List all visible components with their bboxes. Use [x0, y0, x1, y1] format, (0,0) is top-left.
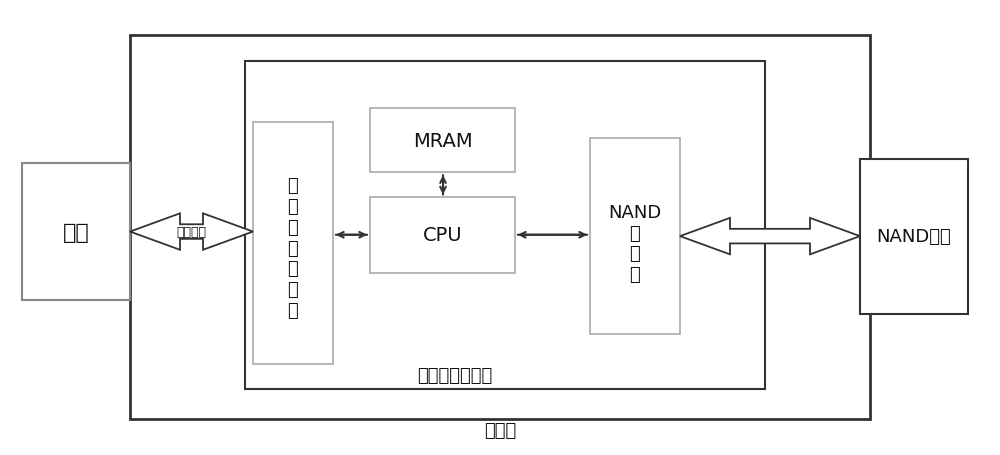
Text: CPU: CPU: [423, 226, 463, 245]
Bar: [370, 198, 515, 273]
Text: NAND芯片: NAND芯片: [877, 228, 951, 246]
Bar: [370, 109, 515, 173]
Polygon shape: [130, 214, 253, 250]
Bar: [130, 36, 870, 419]
Bar: [22, 164, 130, 300]
Bar: [590, 139, 680, 334]
Text: 存储卡: 存储卡: [484, 421, 516, 439]
Polygon shape: [680, 218, 860, 255]
Bar: [245, 61, 765, 389]
Text: MRAM: MRAM: [413, 131, 473, 151]
Text: 主机: 主机: [63, 222, 89, 242]
Bar: [253, 123, 333, 364]
Text: 主机接口: 主机接口: [176, 226, 207, 238]
Bar: [860, 159, 968, 314]
Text: NAND
控
制
器: NAND 控 制 器: [608, 203, 662, 283]
Text: 主
机
接
口
控
制
器: 主 机 接 口 控 制 器: [288, 177, 298, 319]
Text: 存储卡控制芯片: 存储卡控制芯片: [417, 366, 493, 384]
